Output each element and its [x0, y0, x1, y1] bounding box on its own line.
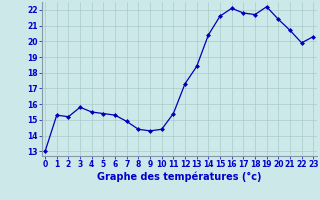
- X-axis label: Graphe des températures (°c): Graphe des températures (°c): [97, 172, 261, 182]
